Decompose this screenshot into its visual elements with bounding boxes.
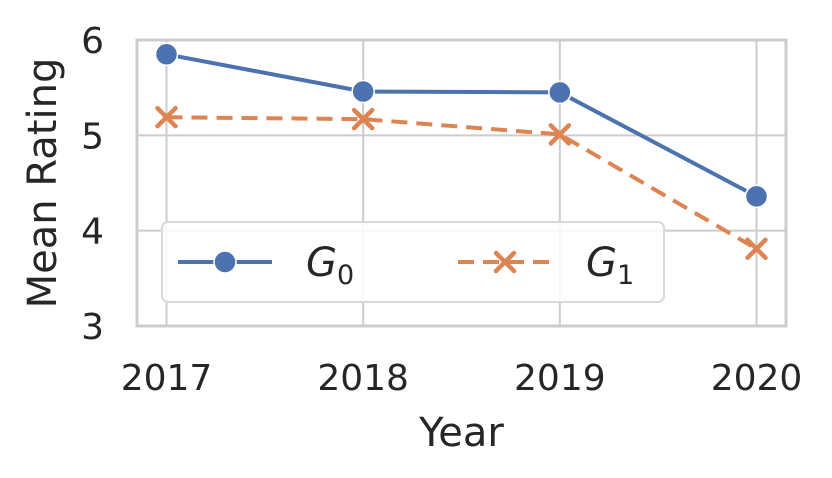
x-tick-label: 2019 <box>514 358 606 399</box>
y-tick-label: 6 <box>81 21 104 62</box>
data-point <box>154 42 179 67</box>
series-line <box>166 115 758 251</box>
data-point <box>213 250 237 274</box>
plot-frame <box>135 38 788 328</box>
legend-box <box>161 221 665 303</box>
y-tick-label: 3 <box>81 307 104 348</box>
series-layer <box>154 42 769 261</box>
x-axis-label: Year <box>418 410 504 456</box>
data-point <box>155 105 178 129</box>
data-point <box>493 250 517 274</box>
x-marker-stroke <box>548 123 572 146</box>
series-G0 <box>154 42 769 209</box>
legend-subscript: 0 <box>337 260 354 291</box>
legend-name: G <box>586 240 617 286</box>
y-axis-label: Mean Rating <box>20 58 66 309</box>
x-tick-label: 2017 <box>121 358 213 399</box>
data-point <box>744 184 769 209</box>
x-tick-label: 2020 <box>711 358 803 399</box>
data-point <box>548 80 572 105</box>
tick-labels: 2017 2018 2019 2020 3 4 5 6 <box>81 21 802 399</box>
legend: G0 G1 <box>161 221 665 303</box>
x-marker-stroke <box>155 105 178 129</box>
x-tick-label: 2018 <box>317 358 409 399</box>
legend-name: G <box>306 240 337 286</box>
series-line <box>166 52 758 199</box>
legend-subscript: 1 <box>617 260 634 291</box>
legend-item: G1 <box>458 240 634 291</box>
x-marker-stroke <box>351 107 375 131</box>
x-marker-stroke <box>493 250 517 274</box>
legend-item: G0 <box>178 240 354 291</box>
legend-label: G0 <box>306 240 354 291</box>
data-point <box>745 237 768 261</box>
series-G1 <box>155 105 768 261</box>
data-point <box>548 123 572 146</box>
legend-label: G1 <box>586 240 634 291</box>
y-tick-label: 5 <box>81 116 104 157</box>
data-point <box>351 107 375 131</box>
data-point <box>351 79 375 104</box>
y-tick-label: 4 <box>81 212 104 253</box>
x-marker-stroke <box>745 237 768 261</box>
